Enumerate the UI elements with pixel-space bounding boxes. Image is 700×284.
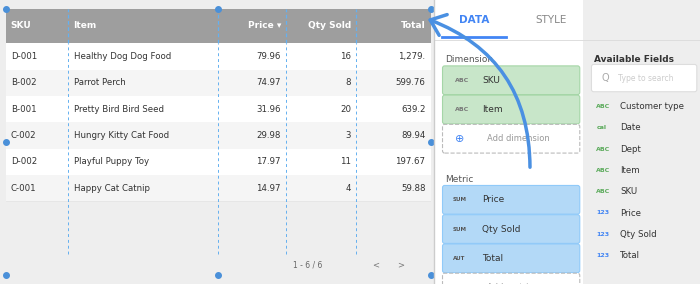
Text: Add dimension: Add dimension xyxy=(487,134,550,143)
Text: <: < xyxy=(372,260,379,269)
Text: Happy Cat Catnip: Happy Cat Catnip xyxy=(74,184,150,193)
Text: Add metric: Add metric xyxy=(487,283,533,284)
Text: 29.98: 29.98 xyxy=(257,131,281,140)
Bar xyxy=(69,9,218,43)
Text: Qty Sold: Qty Sold xyxy=(620,230,657,239)
Text: ABC: ABC xyxy=(455,107,470,112)
Text: 599.76: 599.76 xyxy=(395,78,426,87)
Text: ABC: ABC xyxy=(596,147,610,152)
FancyBboxPatch shape xyxy=(442,95,580,124)
Text: 123: 123 xyxy=(596,232,610,237)
Text: 11: 11 xyxy=(340,157,351,166)
Text: 16: 16 xyxy=(340,52,351,61)
Text: 639.2: 639.2 xyxy=(401,105,426,114)
Bar xyxy=(6,70,430,96)
Text: Qty Sold: Qty Sold xyxy=(482,225,520,233)
Text: ABC: ABC xyxy=(596,104,610,109)
Bar xyxy=(434,0,583,284)
Bar xyxy=(6,149,430,175)
Text: STYLE: STYLE xyxy=(536,15,567,25)
Text: AUT: AUT xyxy=(453,256,465,261)
Text: C-002: C-002 xyxy=(10,131,36,140)
Bar xyxy=(356,9,430,43)
Text: Item: Item xyxy=(74,21,97,30)
Text: 1 - 6 / 6: 1 - 6 / 6 xyxy=(293,260,322,269)
Text: Total: Total xyxy=(482,254,503,263)
Text: DATA: DATA xyxy=(458,15,489,25)
FancyArrowPatch shape xyxy=(430,14,530,167)
Text: ⊕: ⊕ xyxy=(455,283,465,284)
Text: Available Fields: Available Fields xyxy=(594,55,673,64)
Text: Total: Total xyxy=(620,251,641,260)
Bar xyxy=(6,175,430,201)
Text: ABC: ABC xyxy=(596,189,610,194)
Text: Pretty Bird Bird Seed: Pretty Bird Bird Seed xyxy=(74,105,164,114)
Text: cal: cal xyxy=(596,125,606,130)
Text: Type to search: Type to search xyxy=(617,74,673,83)
Text: 4: 4 xyxy=(346,184,351,193)
FancyBboxPatch shape xyxy=(592,64,696,92)
Text: D-002: D-002 xyxy=(10,157,37,166)
Text: Total: Total xyxy=(400,21,426,30)
Text: 31.96: 31.96 xyxy=(256,105,281,114)
Text: Parrot Perch: Parrot Perch xyxy=(74,78,125,87)
Text: D-001: D-001 xyxy=(10,52,37,61)
Text: Price: Price xyxy=(620,208,641,218)
Text: 59.88: 59.88 xyxy=(401,184,426,193)
Text: Price: Price xyxy=(482,195,504,204)
FancyBboxPatch shape xyxy=(442,273,580,284)
Text: 17.97: 17.97 xyxy=(256,157,281,166)
Text: ABC: ABC xyxy=(596,168,610,173)
Text: 123: 123 xyxy=(596,210,610,216)
Bar xyxy=(6,96,430,122)
Text: Date: Date xyxy=(620,123,641,132)
Text: Healthy Dog Dog Food: Healthy Dog Dog Food xyxy=(74,52,171,61)
Bar xyxy=(6,9,69,43)
Text: 3: 3 xyxy=(346,131,351,140)
FancyBboxPatch shape xyxy=(442,185,580,214)
Text: 8: 8 xyxy=(346,78,351,87)
Text: SKU: SKU xyxy=(482,76,500,85)
Text: Item: Item xyxy=(482,105,503,114)
Text: >: > xyxy=(398,260,405,269)
Text: ⊕: ⊕ xyxy=(455,134,465,144)
FancyBboxPatch shape xyxy=(442,215,580,243)
Bar xyxy=(6,43,430,70)
Bar xyxy=(286,9,356,43)
Text: B-002: B-002 xyxy=(10,78,36,87)
Text: C-001: C-001 xyxy=(10,184,36,193)
Text: Q: Q xyxy=(601,73,609,83)
Text: SKU: SKU xyxy=(620,187,638,196)
Text: 20: 20 xyxy=(340,105,351,114)
Text: Dept: Dept xyxy=(620,145,641,154)
Text: 14.97: 14.97 xyxy=(256,184,281,193)
Text: B-001: B-001 xyxy=(10,105,36,114)
FancyBboxPatch shape xyxy=(442,124,580,153)
Text: SUM: SUM xyxy=(453,197,467,202)
FancyBboxPatch shape xyxy=(442,66,580,95)
Text: SKU: SKU xyxy=(10,21,32,30)
Text: Qty Sold: Qty Sold xyxy=(308,21,351,30)
Text: 74.97: 74.97 xyxy=(256,78,281,87)
Text: SUM: SUM xyxy=(453,227,467,231)
Text: Price ▾: Price ▾ xyxy=(248,21,281,30)
Bar xyxy=(218,9,286,43)
Text: 89.94: 89.94 xyxy=(401,131,426,140)
Text: Dimension: Dimension xyxy=(444,55,493,64)
FancyBboxPatch shape xyxy=(442,244,580,273)
Text: Hungry Kitty Cat Food: Hungry Kitty Cat Food xyxy=(74,131,169,140)
Text: Metric: Metric xyxy=(444,175,473,184)
Bar xyxy=(6,122,430,149)
Text: 123: 123 xyxy=(596,253,610,258)
Text: Customer type: Customer type xyxy=(620,102,684,111)
Text: 1,279.: 1,279. xyxy=(398,52,426,61)
Text: 197.67: 197.67 xyxy=(395,157,426,166)
Text: ABC: ABC xyxy=(455,78,470,83)
Text: Item: Item xyxy=(620,166,640,175)
Text: Playful Puppy Toy: Playful Puppy Toy xyxy=(74,157,148,166)
Text: 79.96: 79.96 xyxy=(257,52,281,61)
